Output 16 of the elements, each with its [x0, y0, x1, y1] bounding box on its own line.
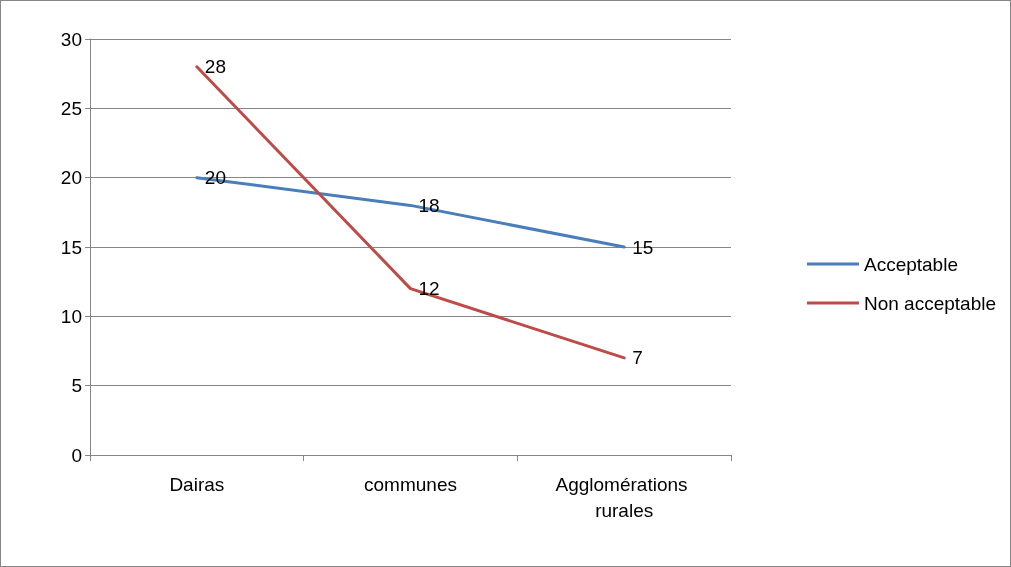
- x-tick-label: Agglomérations rurales: [555, 473, 693, 521]
- y-tick-label: 15: [60, 236, 82, 258]
- y-tick-label: 5: [71, 375, 82, 397]
- legend-label: Non acceptable: [863, 292, 997, 314]
- data-label: 28: [204, 56, 226, 78]
- x-tick-label: Dairas: [169, 473, 225, 495]
- x-tick-label: communes: [364, 473, 457, 495]
- data-label: 12: [418, 278, 440, 300]
- data-label: 7: [632, 347, 643, 369]
- y-tick-label: 10: [60, 305, 82, 327]
- y-tick-label: 0: [71, 444, 82, 466]
- y-tick-label: 30: [60, 28, 82, 50]
- data-label: 15: [632, 236, 654, 258]
- legend-label: Acceptable: [863, 253, 958, 275]
- y-tick-label: 25: [60, 97, 82, 119]
- y-tick-label: 20: [60, 167, 82, 189]
